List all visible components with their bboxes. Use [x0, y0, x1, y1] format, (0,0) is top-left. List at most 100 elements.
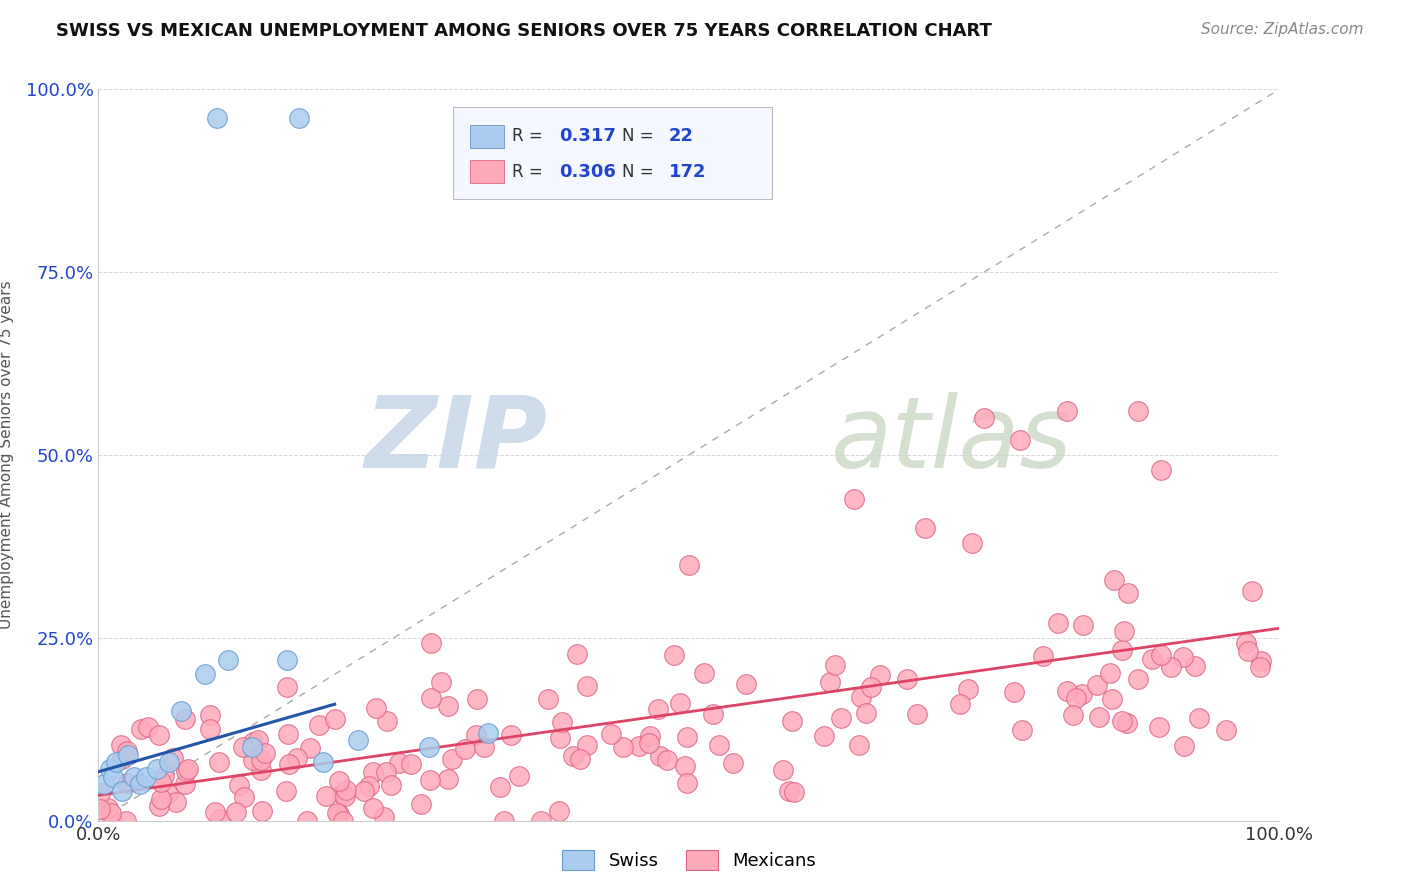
Point — [153, 769, 176, 783]
Point — [474, 740, 496, 755]
Point — [488, 780, 510, 795]
Point — [149, 791, 172, 805]
Point — [93, 777, 115, 791]
Point — [388, 756, 411, 770]
Point — [332, 814, 354, 828]
Point — [250, 753, 273, 767]
Point — [89, 786, 111, 800]
Point — [569, 752, 592, 766]
Point — [849, 690, 872, 704]
Point — [962, 535, 984, 549]
Point — [117, 747, 139, 762]
Point — [176, 764, 198, 778]
Point — [1011, 723, 1033, 737]
Point — [128, 777, 150, 791]
Point — [97, 801, 120, 815]
Point — [198, 722, 221, 736]
Point — [177, 762, 200, 776]
Point — [231, 740, 253, 755]
Point — [89, 802, 111, 816]
Point — [420, 690, 443, 705]
Point — [896, 672, 918, 686]
Point — [1240, 583, 1263, 598]
Point — [249, 763, 271, 777]
Point — [1160, 659, 1182, 673]
Point — [361, 801, 384, 815]
Point — [454, 742, 477, 756]
Point — [907, 706, 929, 721]
Point — [276, 680, 298, 694]
Point — [508, 769, 530, 783]
Point — [860, 680, 883, 694]
Text: N =: N = — [621, 162, 658, 181]
Legend: Swiss, Mexicans: Swiss, Mexicans — [554, 843, 824, 878]
Point — [276, 653, 298, 667]
Point — [157, 755, 180, 769]
Point — [326, 806, 349, 821]
Point — [242, 735, 264, 749]
Point — [1066, 690, 1088, 705]
Point — [1173, 739, 1195, 753]
Point — [465, 691, 488, 706]
Point — [783, 785, 806, 799]
Point — [437, 772, 460, 787]
Point — [1128, 672, 1150, 686]
Point — [612, 739, 634, 754]
Point — [655, 753, 678, 767]
Point — [1149, 648, 1171, 663]
Point — [1101, 691, 1123, 706]
Point — [1126, 404, 1149, 418]
Point — [205, 112, 228, 126]
Point — [1116, 716, 1139, 731]
Text: ZIP: ZIP — [364, 392, 547, 489]
Point — [162, 751, 184, 765]
Point — [1236, 644, 1258, 658]
Point — [735, 677, 758, 691]
Point — [437, 699, 460, 714]
Text: Source: ZipAtlas.com: Source: ZipAtlas.com — [1201, 22, 1364, 37]
Point — [778, 784, 800, 798]
Point — [288, 112, 311, 126]
Point — [1071, 618, 1094, 632]
Point — [333, 789, 356, 803]
Point — [375, 765, 398, 780]
Point — [673, 759, 696, 773]
Point — [115, 775, 138, 789]
Point — [824, 658, 846, 673]
Point — [148, 728, 170, 742]
Point — [1002, 685, 1025, 699]
Point — [477, 726, 499, 740]
Point — [330, 788, 353, 802]
Text: atlas: atlas — [831, 392, 1073, 489]
Point — [1046, 615, 1069, 630]
Point — [1099, 666, 1122, 681]
Y-axis label: Unemployment Among Seniors over 75 years: Unemployment Among Seniors over 75 years — [0, 281, 14, 629]
Point — [640, 729, 662, 743]
Point — [702, 706, 724, 721]
Point — [494, 814, 516, 828]
Point — [973, 411, 995, 425]
Point — [678, 558, 700, 572]
Point — [707, 738, 730, 752]
Point — [225, 805, 247, 819]
Point — [233, 789, 256, 804]
Point — [298, 740, 321, 755]
Point — [1142, 652, 1164, 666]
Point — [146, 763, 169, 777]
Point — [101, 814, 124, 828]
Point — [174, 712, 197, 726]
Point — [148, 799, 170, 814]
Point — [277, 757, 299, 772]
Point — [1234, 636, 1257, 650]
Point — [204, 805, 226, 820]
Point — [662, 648, 685, 662]
Point — [194, 667, 217, 681]
Point — [150, 775, 173, 789]
Point — [1188, 711, 1211, 725]
Point — [276, 784, 298, 798]
Point — [638, 736, 661, 750]
Point — [1184, 658, 1206, 673]
Point — [312, 755, 335, 769]
Point — [1111, 714, 1133, 728]
Point — [380, 778, 402, 792]
